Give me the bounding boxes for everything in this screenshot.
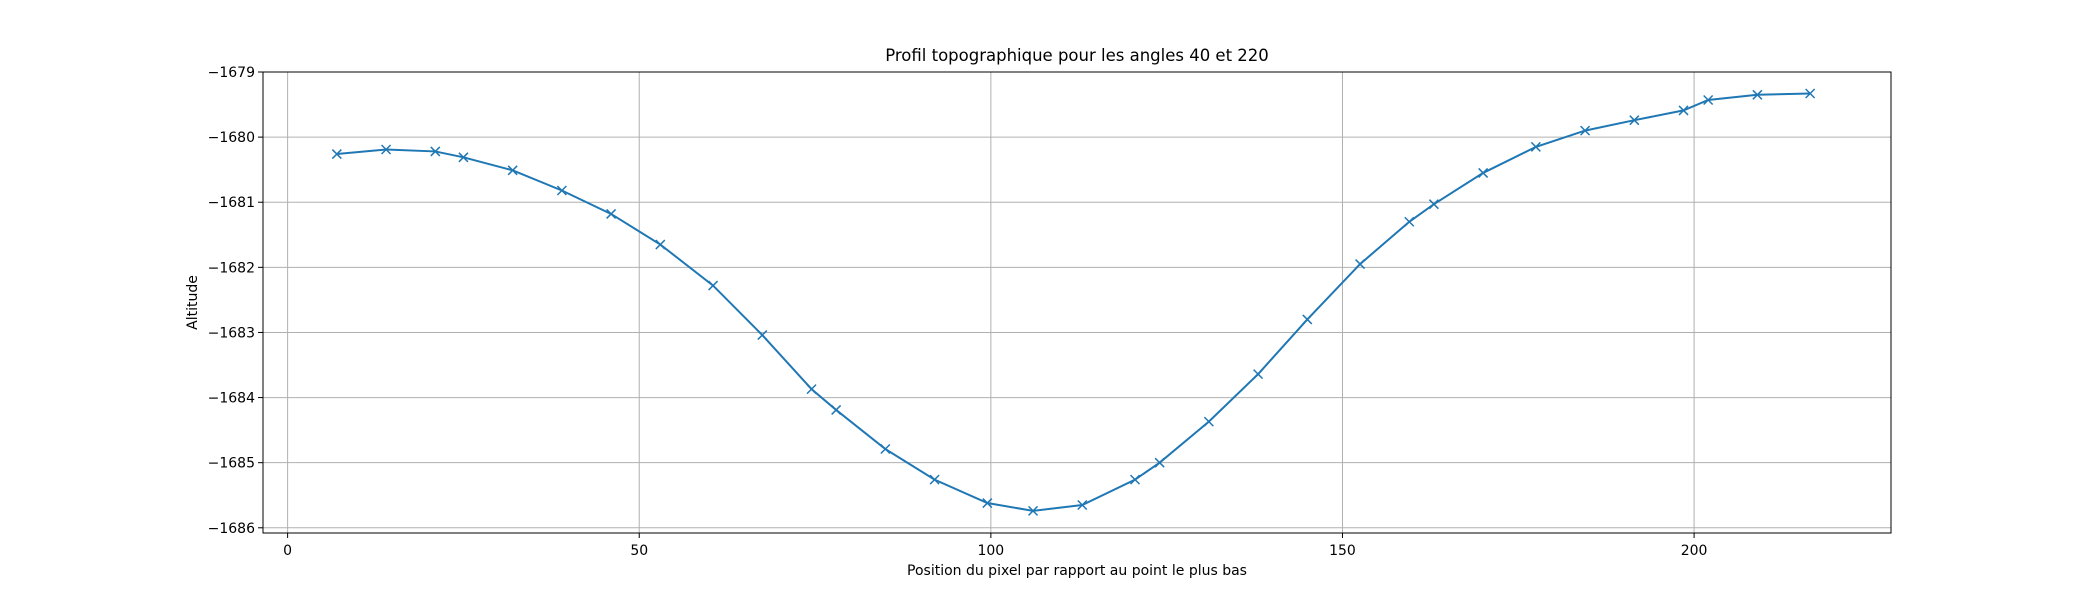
x-tick-label: 150: [1329, 543, 1356, 559]
data-point-marker: [880, 443, 891, 455]
data-point-marker: [1203, 416, 1214, 427]
data-point-marker: [1478, 167, 1489, 178]
series-layer: [331, 88, 1816, 516]
chart-title: Profil topographique pour les angles 40 …: [885, 46, 1269, 65]
y-tick-label: −1686: [208, 521, 255, 537]
y-tick-label: −1681: [208, 195, 255, 211]
x-tick-label: 0: [283, 543, 292, 559]
y-tick-label: −1682: [208, 260, 255, 276]
y-tick-label: −1685: [208, 456, 255, 472]
data-point-marker: [507, 165, 518, 176]
data-point-marker: [1629, 115, 1640, 126]
data-point-marker: [1355, 259, 1366, 270]
data-point-marker: [1302, 314, 1313, 325]
y-axis-label: Altitude: [185, 275, 201, 330]
y-tick-label: −1683: [208, 325, 255, 341]
x-tick-label: 100: [977, 543, 1004, 559]
data-point-marker: [1703, 94, 1714, 106]
data-point-marker: [1077, 499, 1088, 511]
data-point-marker: [556, 185, 567, 196]
ticks: 0 50 100 150 200 −1679 −1680 −1681 −1682 −1683 −16…: [208, 65, 1708, 559]
data-point-marker: [1580, 125, 1591, 136]
data-point-marker: [929, 474, 940, 485]
data-point-marker: [1129, 474, 1141, 485]
data-point-marker: [1428, 199, 1439, 210]
data-point-marker: [831, 404, 842, 415]
data-point-marker: [1805, 88, 1816, 99]
data-point-marker: [1530, 141, 1541, 152]
x-axis-label: Position du pixel par rapport au point l…: [907, 563, 1247, 579]
data-point-marker: [1028, 505, 1039, 516]
y-tick-label: −1680: [208, 130, 255, 146]
data-point-marker: [331, 149, 342, 160]
data-point-marker: [708, 280, 719, 291]
data-point-marker: [1678, 105, 1689, 116]
data-point-marker: [381, 144, 392, 155]
x-tick-label: 50: [630, 543, 648, 559]
data-point-marker: [982, 498, 993, 509]
data-point-marker: [806, 384, 817, 395]
data-point-marker: [1752, 89, 1763, 100]
data-point-marker: [1404, 216, 1415, 227]
data-point-marker: [430, 146, 441, 157]
x-tick-label: 200: [1681, 543, 1708, 559]
y-tick-label: −1679: [208, 65, 255, 81]
data-point-marker: [757, 330, 768, 341]
data-point-marker: [655, 239, 666, 250]
data-point-marker: [606, 208, 617, 219]
data-point-marker: [458, 152, 469, 163]
data-point-marker: [1253, 369, 1264, 380]
plot-frame: [262, 71, 1892, 534]
data-point-marker: [1154, 457, 1165, 468]
y-tick-label: −1684: [208, 391, 255, 407]
